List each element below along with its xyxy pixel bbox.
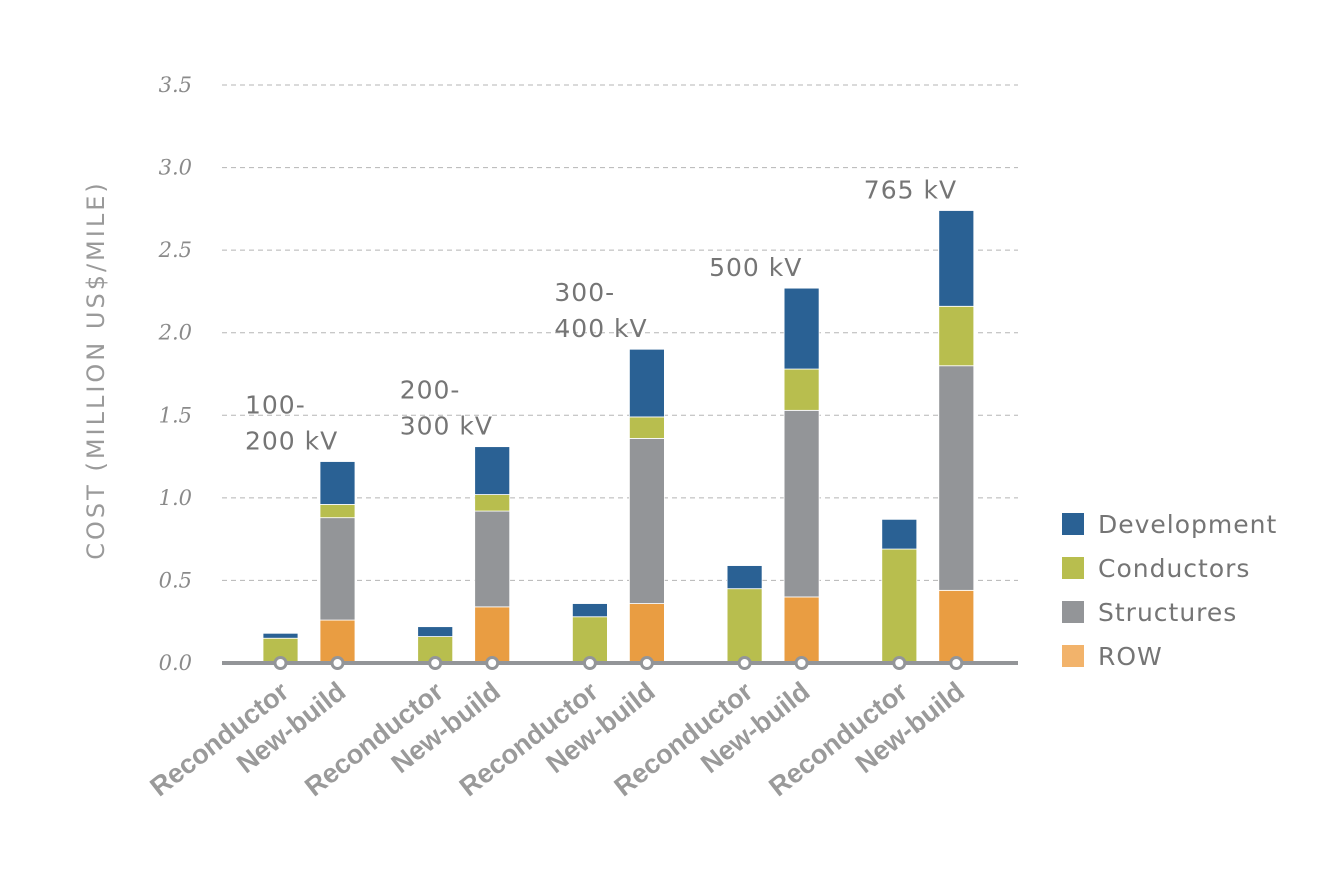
bar-segment-conductors [474, 494, 511, 512]
group-label: 300- [554, 278, 615, 307]
y-tick-label: 3.0 [159, 156, 192, 180]
group-label: 200- [400, 376, 461, 405]
group-label: 100- [245, 391, 306, 420]
y-tick-label: 0.5 [159, 568, 192, 592]
bar-segment-development [726, 565, 763, 590]
bar-segment-structures [474, 510, 511, 608]
y-tick-label: 2.5 [158, 238, 192, 262]
y-tick-label: 2.0 [158, 321, 192, 345]
bar-segment-row [783, 596, 820, 664]
bar-segment-row [319, 619, 356, 664]
y-tick-label: 1.5 [159, 403, 192, 427]
group-labels: 100- 200 kV 200- 300 kV 300- 400 kV 500 kV 765 … [245, 176, 957, 456]
bar-segment-development [938, 210, 975, 307]
bar-segment-development [783, 287, 820, 370]
legend-swatch-conductors [1062, 557, 1084, 579]
group-label: 200 kV [245, 427, 338, 456]
x-axis-labels: ReconductorNew-buildReconductorNew-build… [145, 676, 970, 802]
group-label: 300 kV [400, 412, 493, 441]
x-axis-marker [273, 656, 288, 670]
legend: Development Conductors Structures ROW [1062, 510, 1277, 671]
x-axis-marker [639, 656, 654, 670]
bar-segment-row [938, 589, 975, 664]
x-axis-marker [794, 656, 809, 670]
bar-segment-development [262, 632, 299, 639]
bar-segment-structures [629, 438, 665, 604]
y-tick-label: 0.0 [159, 651, 192, 675]
bar-segment-conductors [881, 548, 918, 664]
x-axis-marker [582, 656, 597, 670]
legend-label: Structures [1098, 598, 1237, 627]
bar-segment-development [572, 603, 608, 618]
bars [262, 210, 975, 664]
bar-segment-conductors [938, 305, 975, 367]
x-axis-marker [892, 656, 907, 670]
bar-segment-development [319, 461, 356, 505]
bar-segment-development [474, 446, 511, 495]
legend-swatch-row [1062, 645, 1084, 667]
group-label: 500 kV [709, 253, 802, 282]
y-tick-label: 1.0 [159, 486, 192, 510]
x-axis-marker [949, 656, 964, 670]
bar-segment-conductors [319, 504, 356, 519]
group-label: 765 kV [864, 176, 957, 205]
bar-segment-conductors [629, 416, 665, 439]
bar-segment-structures [783, 409, 820, 598]
bar-segment-development [881, 518, 918, 550]
y-axis-label: COST (MILLION US$/MILE) [82, 180, 110, 559]
gridlines [222, 84, 1018, 581]
x-axis-markers [273, 656, 964, 670]
legend-swatch-structures [1062, 601, 1084, 623]
y-axis-ticks: 0.0 0.5 1.0 1.5 2.0 2.5 3.0 3.5 [158, 73, 192, 675]
bar-segment-row [629, 603, 665, 664]
legend-label: ROW [1098, 642, 1163, 671]
x-axis-marker [485, 656, 500, 670]
x-axis-marker [330, 656, 345, 670]
x-axis-marker [737, 656, 752, 670]
bar-segment-development [417, 626, 454, 637]
x-axis-marker [428, 656, 443, 670]
group-label: 400 kV [554, 314, 647, 343]
bar-segment-row [474, 606, 511, 664]
bar-segment-structures [938, 365, 975, 591]
bar-segment-development [629, 348, 665, 418]
bar-segment-conductors [572, 616, 608, 664]
bar-segment-conductors [726, 588, 763, 664]
bar-segment-structures [319, 517, 356, 621]
y-tick-label: 3.5 [159, 73, 192, 97]
bar-segment-conductors [783, 368, 820, 411]
legend-label: Conductors [1098, 554, 1250, 583]
legend-swatch-development [1062, 513, 1084, 535]
legend-label: Development [1098, 510, 1277, 539]
